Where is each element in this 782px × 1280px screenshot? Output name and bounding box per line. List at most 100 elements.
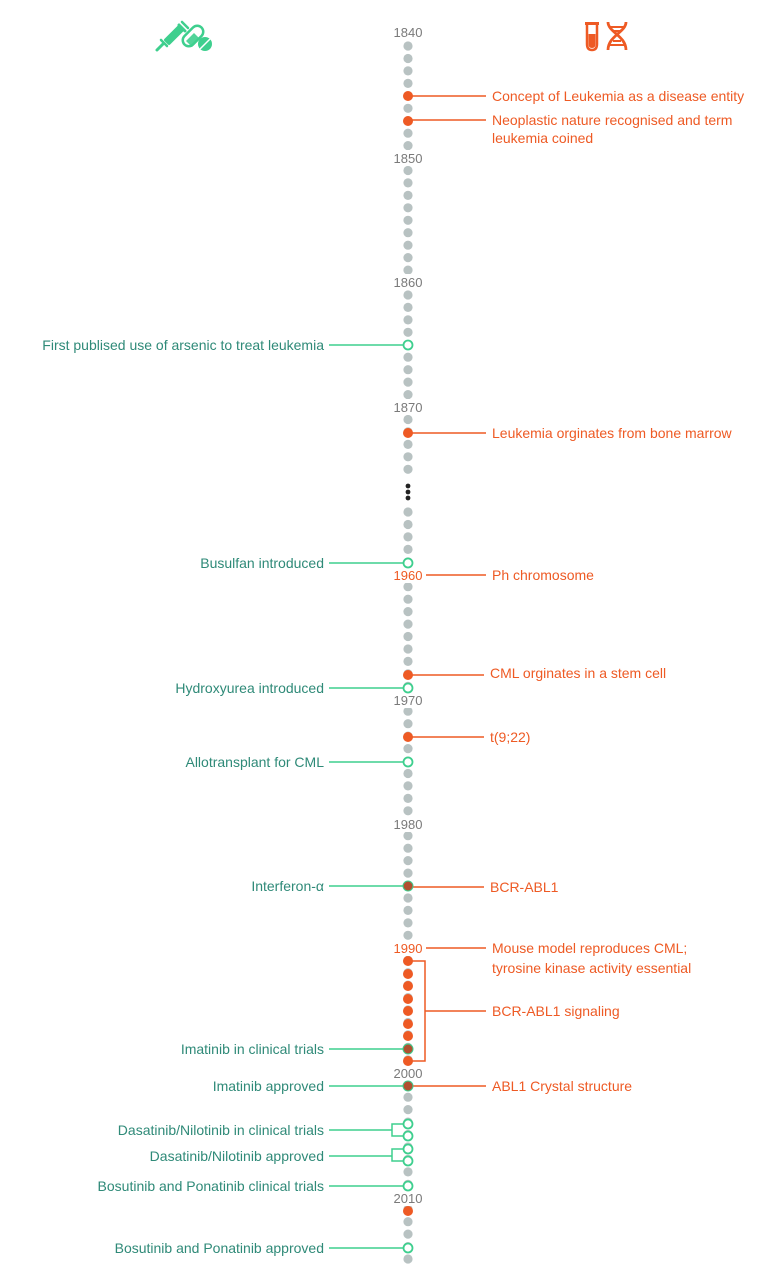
track-dot (403, 744, 413, 754)
biology-event-label: CML orginates in a stem cell (490, 665, 666, 681)
treatment-marker (402, 1118, 414, 1130)
treatment-event-label: Interferon-α (251, 878, 324, 894)
treatment-marker (402, 557, 414, 569)
biology-marker (403, 670, 413, 680)
track-dot (403, 532, 413, 542)
track-dot (403, 644, 413, 654)
treatment-event-label: Bosutinib and Ponatinib approved (115, 1240, 324, 1256)
track-dot (403, 1254, 413, 1264)
track-dot (403, 619, 413, 629)
track-dot (403, 918, 413, 928)
year-label: 1960 (394, 568, 423, 583)
timeline-gap-ellipsis-icon (405, 483, 411, 501)
track-dot (403, 265, 413, 275)
dna-icon (606, 21, 628, 51)
track-dot (403, 719, 413, 729)
year-label: 1870 (394, 400, 423, 415)
biology-marker (403, 732, 413, 742)
track-dot (403, 793, 413, 804)
treatment-event-label: Dasatinib/Nilotinib approved (150, 1148, 324, 1164)
treatment-event-label: Hydroxyurea introduced (175, 680, 324, 696)
track-dot (403, 806, 413, 816)
track-dot (403, 594, 413, 604)
treatment-marker (402, 1155, 414, 1167)
biology-event-label: ABL1 Crystal structure (492, 1078, 632, 1094)
track-dot (403, 377, 413, 387)
track-dot (403, 781, 413, 791)
track-dot (403, 607, 413, 617)
track-dot (403, 128, 413, 138)
biology-marker (403, 1006, 413, 1016)
track-dot (403, 315, 413, 325)
track-dot (403, 253, 413, 263)
biology-event-label: Neoplastic nature recognised and term (492, 112, 732, 128)
biology-marker (403, 969, 413, 979)
treatment-connectors (329, 344, 408, 1249)
treatment-marker (402, 1130, 414, 1142)
track-dot (403, 1217, 413, 1227)
year-label: 1850 (394, 151, 423, 166)
track-dot (403, 390, 413, 400)
pills-icon (181, 24, 212, 51)
biology-marker (403, 956, 413, 966)
track-dot (403, 1092, 413, 1102)
year-label: 2000 (394, 1066, 423, 1081)
biology-event-label: leukemia coined (492, 130, 593, 146)
track-dot (403, 165, 413, 176)
treatment-markers (402, 339, 414, 1254)
track-dot (403, 66, 413, 76)
treatment-event-label: Busulfan introduced (200, 555, 324, 571)
year-label: 1990 (394, 941, 423, 956)
track-dot (403, 519, 413, 530)
track-dot (403, 905, 413, 916)
track-dot (403, 582, 413, 592)
biology-event-label: Leukemia orginates from bone marrow (492, 425, 733, 441)
biology-markers (403, 91, 413, 1216)
track-dot (403, 178, 413, 188)
biology-event-label: tyrosine kinase activity essential (492, 960, 691, 976)
treatment-event-label: Dasatinib/Nilotinib in clinical trials (118, 1122, 324, 1138)
biology-event-label: Ph chromosome (492, 567, 594, 583)
mixed-markers (402, 880, 414, 1092)
biology-event-label: BCR-ABL1 signaling (492, 1003, 620, 1019)
track-dot (403, 656, 413, 667)
biology-marker (403, 981, 413, 991)
treatment-marker (402, 1180, 414, 1192)
track-dot (403, 831, 413, 841)
track-dot (403, 414, 413, 425)
biology-event-label: Mouse model reproduces CML; (492, 940, 687, 956)
biology-marker (403, 1019, 413, 1029)
treatment-event-label: Imatinib approved (213, 1078, 324, 1094)
track-dot (403, 452, 413, 462)
track-dot (403, 1229, 413, 1239)
treatment-event-label: Allotransplant for CML (185, 754, 324, 770)
track-dot (403, 768, 413, 779)
track-dot (403, 930, 413, 940)
track-dot (403, 41, 413, 51)
track-dot (403, 240, 413, 250)
track-dot (403, 464, 413, 474)
year-label: 1980 (394, 817, 423, 832)
biology-marker (403, 994, 413, 1004)
treatment-marker (402, 756, 414, 768)
test-tube-icon (585, 22, 599, 52)
track-dot (403, 1167, 413, 1177)
year-label: 1840 (394, 25, 423, 40)
biology-marker (403, 428, 413, 438)
track-dot (403, 327, 413, 337)
track-dot (403, 439, 413, 449)
track-dot (403, 1105, 413, 1115)
biology-marker (403, 116, 413, 126)
treatment-marker (402, 1242, 414, 1254)
treatment-marker (402, 339, 414, 351)
track-dot (403, 190, 413, 200)
track-dot (403, 507, 413, 517)
mixed-marker (402, 1043, 414, 1055)
treatment-marker (402, 1143, 414, 1155)
track-dot (403, 352, 413, 362)
treatment-event-label: Bosutinib and Ponatinib clinical trials (98, 1178, 324, 1194)
biology-marker (403, 1031, 413, 1041)
treatment-marker (402, 682, 414, 694)
mixed-marker (402, 1080, 414, 1092)
biology-event-label: BCR-ABL1 (490, 879, 559, 895)
